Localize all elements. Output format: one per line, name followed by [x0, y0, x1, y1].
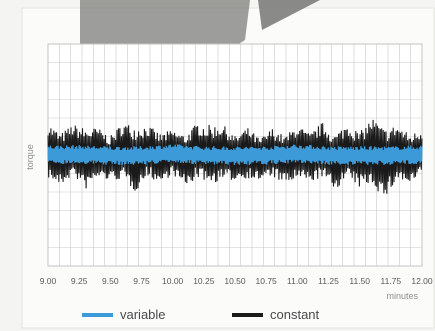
x-tick-label: 9.50 — [102, 276, 119, 286]
x-tick-label: 10.50 — [224, 276, 246, 286]
legend-label-constant: constant — [270, 307, 320, 322]
x-tick-label: 9.00 — [40, 276, 57, 286]
x-tick-label: 11.00 — [287, 276, 308, 286]
x-tick-label: 11.25 — [318, 276, 339, 286]
series-line-constant — [47, 119, 423, 194]
series-band-variable — [48, 150, 422, 160]
plot-area — [47, 43, 423, 267]
x-tick-labels: 9.00 9.25 9.50 9.75 10.00 10.25 10.50 10.75 11.0… — [40, 276, 433, 286]
series-layer — [47, 119, 423, 194]
x-tick-label: 11.50 — [349, 276, 370, 286]
x-tick-label: 10.75 — [256, 276, 278, 286]
x-tick-label: 11.75 — [381, 276, 402, 286]
background-arrow-shape-right — [258, 0, 320, 30]
x-tick-label: 12.00 — [411, 276, 433, 286]
legend-label-variable: variable — [120, 307, 166, 322]
series-constant — [47, 119, 423, 194]
x-tick-label: 10.25 — [193, 276, 215, 286]
y-axis-label: torque — [25, 144, 35, 170]
series-variable — [47, 144, 423, 165]
x-tick-label: 9.75 — [133, 276, 150, 286]
x-tick-label: 9.25 — [71, 276, 88, 286]
legend: variable constant — [82, 307, 320, 322]
x-tick-label: 10.00 — [162, 276, 184, 286]
x-axis-label: minutes — [386, 291, 418, 301]
series-line-variable — [47, 144, 423, 165]
